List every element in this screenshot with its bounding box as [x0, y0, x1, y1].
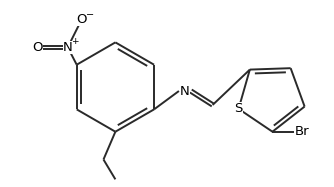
Text: N: N — [63, 41, 72, 54]
Text: Br: Br — [295, 125, 310, 138]
Text: O: O — [33, 41, 43, 54]
Text: O: O — [76, 13, 87, 26]
Text: N: N — [63, 41, 72, 54]
Text: S: S — [234, 102, 243, 115]
Text: N: N — [180, 85, 190, 97]
Text: +: + — [71, 37, 78, 46]
Text: −: − — [86, 10, 94, 20]
